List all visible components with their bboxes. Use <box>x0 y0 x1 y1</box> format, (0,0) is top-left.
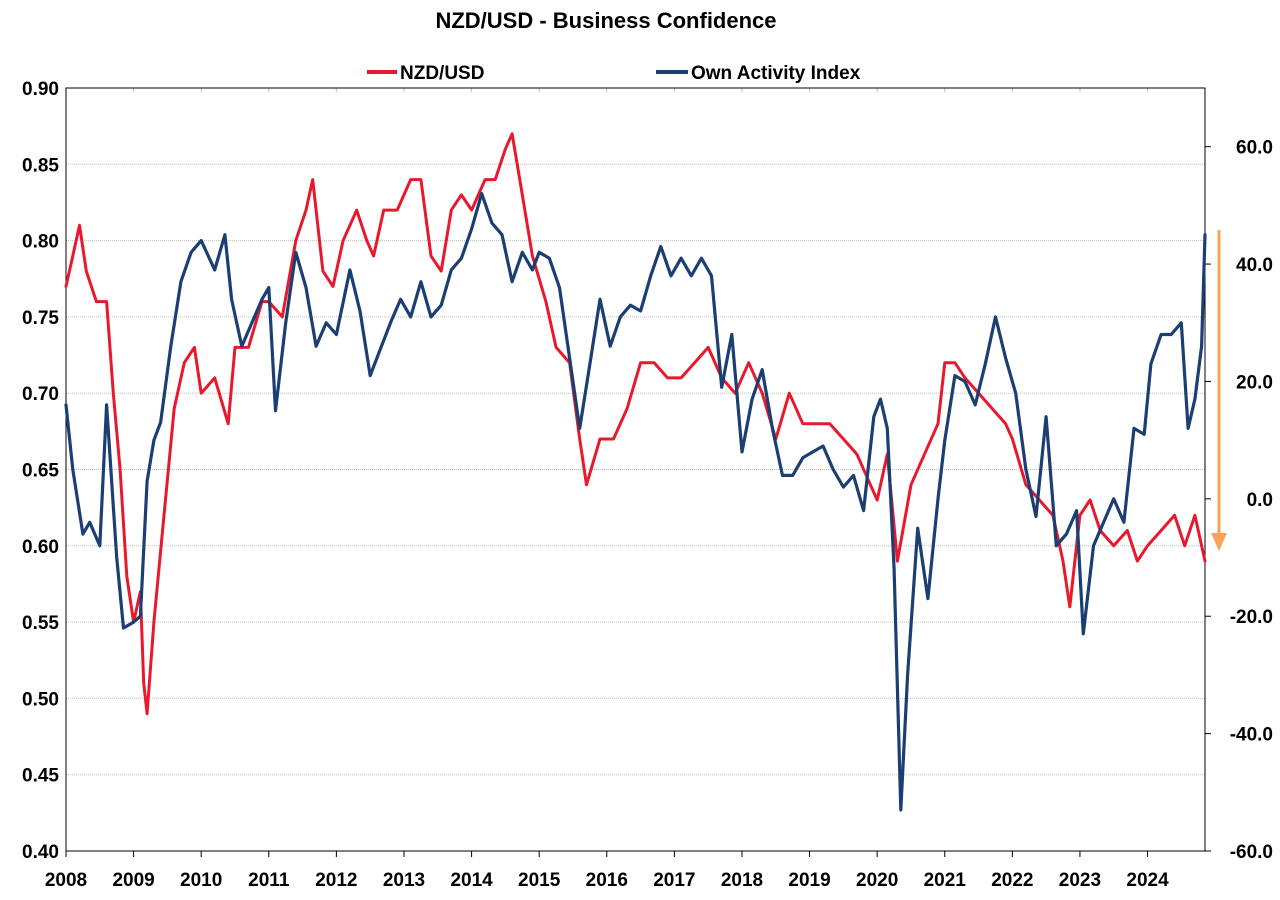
annotation-arrow-head <box>1211 533 1227 551</box>
y-left-tick-label: 0.65 <box>22 461 59 482</box>
y-right-tick-label: 20.0 <box>1236 372 1273 393</box>
legend-label-activity: Own Activity Index <box>691 63 861 84</box>
annotations <box>1211 230 1227 551</box>
y-right-tick-label: 40.0 <box>1236 255 1273 276</box>
chart-title: NZD/USD - Business Confidence <box>435 8 776 33</box>
x-tick-label: 2010 <box>180 870 222 891</box>
y-right-tick-label: 60.0 <box>1236 138 1273 159</box>
y-left-tick-label: 0.75 <box>22 308 59 329</box>
legend-label-nzd: NZD/USD <box>400 63 484 84</box>
y-right-tick-label: -20.0 <box>1230 607 1273 628</box>
y-right-tick-label: 0.0 <box>1247 490 1273 511</box>
y-left-tick-label: 0.50 <box>22 689 59 710</box>
y-left-tick-label: 0.40 <box>22 842 59 863</box>
grid <box>66 87 1205 852</box>
x-tick-label: 2020 <box>856 870 898 891</box>
x-tick-label: 2011 <box>248 870 290 891</box>
x-tick-label: 2009 <box>112 870 154 891</box>
legend: NZD/USD Own Activity Index <box>367 63 861 84</box>
y-right-tick-label: -60.0 <box>1230 842 1273 863</box>
y-left-tick-label: 0.70 <box>22 384 59 405</box>
x-tick-label: 2023 <box>1059 870 1101 891</box>
y-left-tick-label: 0.55 <box>22 613 59 634</box>
x-tick-label: 2016 <box>586 870 628 891</box>
y-left-tick-label: 0.90 <box>22 79 59 100</box>
series-line-nzd <box>64 132 1207 716</box>
x-tick-label: 2008 <box>45 870 87 891</box>
x-tick-label: 2014 <box>450 870 493 891</box>
x-tick-label: 2017 <box>653 870 695 891</box>
x-tick-label: 2021 <box>924 870 967 891</box>
axes: 0.90 0.85 0.80 0.75 0.70 0.65 0.60 0.55 0.50 0.45… <box>22 79 1273 891</box>
series-line-activity <box>64 192 1207 812</box>
y-left-tick-label: 0.45 <box>22 766 59 787</box>
x-tick-label: 2018 <box>721 870 763 891</box>
series <box>64 132 1207 812</box>
y-left-tick-label: 0.60 <box>22 537 59 558</box>
x-tick-label: 2013 <box>383 870 425 891</box>
x-tick-label: 2022 <box>991 870 1033 891</box>
y-right-tick-label: -40.0 <box>1230 725 1273 746</box>
x-tick-label: 2012 <box>315 870 357 891</box>
x-tick-label: 2019 <box>788 870 830 891</box>
x-tick-label: 2015 <box>518 870 561 891</box>
y-left-tick-label: 0.85 <box>22 155 59 176</box>
plot-frame <box>65 87 1206 852</box>
x-tick-label: 2024 <box>1126 870 1169 891</box>
y-left-tick-label: 0.80 <box>22 232 59 253</box>
